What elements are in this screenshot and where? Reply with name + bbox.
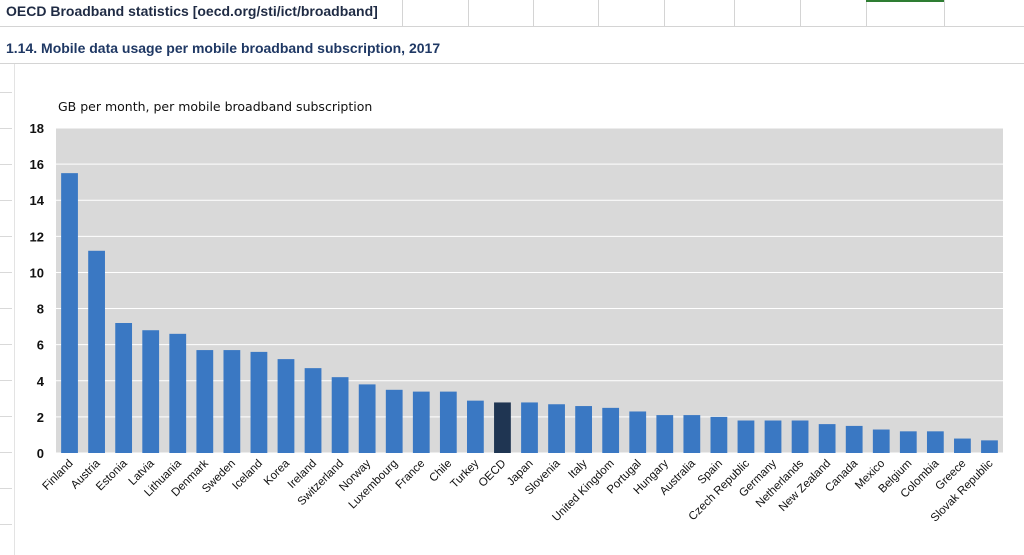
cell-divider xyxy=(598,0,599,27)
y-tick-label: 6 xyxy=(37,338,44,353)
row-marker xyxy=(0,524,12,525)
row-marker xyxy=(0,164,12,165)
row-marker xyxy=(0,452,12,453)
y-tick-label: 16 xyxy=(30,157,44,172)
cell-divider xyxy=(533,0,534,27)
bar-latvia xyxy=(142,330,160,453)
bar-colombia xyxy=(926,431,944,453)
y-tick-label: 4 xyxy=(37,374,45,389)
row-markers xyxy=(0,64,14,555)
row-marker xyxy=(0,200,12,201)
bar-united-kingdom xyxy=(602,407,620,453)
row-marker xyxy=(0,272,12,273)
sheet-title: OECD Broadband statistics [oecd.org/sti/… xyxy=(6,3,378,19)
x-tick-label: Italy xyxy=(566,457,590,481)
bar-chile xyxy=(439,391,457,453)
y-tick-label: 8 xyxy=(37,302,44,317)
row-marker xyxy=(0,488,12,489)
row-marker xyxy=(0,128,12,129)
bars xyxy=(61,173,998,453)
bar-new-zealand xyxy=(818,424,836,453)
x-axis-tick-labels: FinlandAustriaEstoniaLatviaLithuaniaDenm… xyxy=(40,457,995,524)
bar-sweden xyxy=(223,350,241,453)
bar-netherlands xyxy=(791,420,809,453)
row-marker xyxy=(0,236,12,237)
x-tick-label: Iceland xyxy=(230,458,265,493)
bar-luxembourg xyxy=(385,389,403,453)
x-tick-label: Finland xyxy=(40,458,75,493)
y-tick-label: 10 xyxy=(30,265,44,280)
bar-australia xyxy=(683,415,701,453)
bar-canada xyxy=(845,425,863,453)
cell-divider xyxy=(664,0,665,27)
bar-ireland xyxy=(304,368,322,453)
cell-divider xyxy=(866,0,867,27)
y-tick-label: 18 xyxy=(30,121,44,136)
cell-divider xyxy=(734,0,735,27)
bar-germany xyxy=(764,420,782,453)
bar-estonia xyxy=(115,323,133,453)
y-tick-label: 14 xyxy=(30,193,45,208)
y-tick-label: 0 xyxy=(37,446,44,461)
bar-france xyxy=(412,391,430,453)
bar-turkey xyxy=(466,400,484,453)
bar-spain xyxy=(710,416,728,453)
bar-slovenia xyxy=(548,404,565,453)
plot-area xyxy=(56,128,1003,453)
row-marker xyxy=(0,344,12,345)
bar-korea xyxy=(277,359,295,453)
y-axis-label: GB per month, per mobile broadband subsc… xyxy=(58,99,372,114)
selected-cell-indicator xyxy=(866,0,944,2)
bar-lithuania xyxy=(169,333,187,453)
row-marker xyxy=(0,416,12,417)
sheet-row-title[interactable]: OECD Broadband statistics [oecd.org/sti/… xyxy=(0,0,1024,27)
bar-finland xyxy=(61,173,78,453)
sheet-subtitle: 1.14. Mobile data usage per mobile broad… xyxy=(6,40,441,56)
cell-divider xyxy=(468,0,469,27)
bar-mexico xyxy=(872,429,890,453)
y-tick-label: 2 xyxy=(37,410,44,425)
cell-divider xyxy=(402,0,403,27)
bar-czech-republic xyxy=(737,420,755,453)
bar-norway xyxy=(358,384,376,453)
x-tick-label: France xyxy=(394,458,428,492)
row-marker xyxy=(0,92,12,93)
bar-japan xyxy=(521,402,538,453)
cell-divider xyxy=(800,0,801,27)
y-axis-tick-labels: 0 2 4 6 8 10 12 14 16 18 xyxy=(30,121,45,461)
x-tick-label: OECD xyxy=(477,458,509,490)
x-tick-label: Estonia xyxy=(94,457,130,493)
bar-denmark xyxy=(196,350,214,453)
gridlines xyxy=(56,127,1003,454)
bar-italy xyxy=(575,406,593,453)
sheet-row-subtitle[interactable]: 1.14. Mobile data usage per mobile broad… xyxy=(0,27,1024,64)
bar-oecd xyxy=(494,402,511,453)
bar-belgium xyxy=(899,431,917,453)
bar-chart: 0 2 4 6 8 10 12 14 16 18 FinlandAustriaEstoniaLat… xyxy=(30,99,1003,524)
y-tick-label: 12 xyxy=(30,229,44,244)
row-header-border xyxy=(14,64,15,555)
row-marker xyxy=(0,380,12,381)
bar-portugal xyxy=(629,411,647,453)
x-tick-label: Turkey xyxy=(448,457,481,490)
bar-greece xyxy=(954,438,971,453)
row-marker xyxy=(0,308,12,309)
cell-divider xyxy=(944,0,945,27)
bar-austria xyxy=(88,250,105,453)
bar-switzerland xyxy=(331,377,349,453)
bar-hungary xyxy=(656,415,674,453)
bar-iceland xyxy=(250,351,268,453)
bar-slovak-republic xyxy=(981,440,998,453)
